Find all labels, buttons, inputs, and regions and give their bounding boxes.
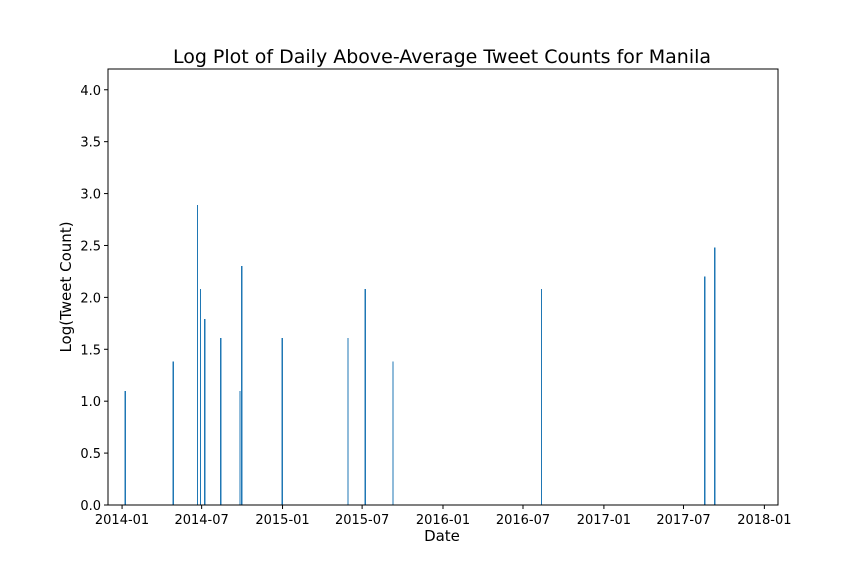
y-tick-label: 3.0 [80,188,101,203]
y-tick-label: 2.5 [80,239,101,254]
bar [239,390,241,505]
x-axis: 2014-01 2014-07 2015-01 2015-07 2016-01 2016-… [95,505,792,528]
bar [241,266,243,505]
bar [172,361,174,505]
bar [204,319,206,505]
x-tick-label: 2017-07 [656,513,710,528]
x-tick-label: 2014-07 [174,513,228,528]
bar [281,337,283,505]
y-tick-label: 0.0 [80,499,101,514]
y-tick-label: 0.5 [80,447,101,462]
bar [704,276,706,505]
bar [714,247,716,506]
x-axis-label: Date [424,527,460,545]
y-axis: 0.0 0.5 1.0 1.5 2.0 2.5 3.0 3.5 4.0 [80,84,108,514]
bar [347,337,349,505]
bar [124,390,126,505]
bar [220,337,222,505]
bar [364,289,366,505]
x-tick-label: 2014-01 [95,513,149,528]
chart-title: Log Plot of Daily Above-Average Tweet Co… [173,46,711,68]
bar [196,204,198,506]
x-tick-label: 2016-07 [496,513,550,528]
plot-frame [107,68,779,506]
x-tick-label: 2017-01 [577,513,631,528]
y-tick-label: 1.5 [80,343,101,358]
y-tick-label: 1.0 [80,395,101,410]
x-tick-label: 2015-01 [255,513,309,528]
bars-group [124,204,716,506]
x-tick-label: 2018-01 [737,513,791,528]
bar [540,289,543,505]
bar [392,361,394,505]
y-tick-label: 3.5 [80,136,101,151]
x-tick-label: 2016-01 [416,513,470,528]
x-tick-label: 2015-07 [335,513,389,528]
y-tick-label: 4.0 [80,84,101,99]
y-tick-label: 2.0 [80,291,101,306]
y-axis-label: Log(Tweet Count) [57,221,75,352]
bar [199,289,202,505]
